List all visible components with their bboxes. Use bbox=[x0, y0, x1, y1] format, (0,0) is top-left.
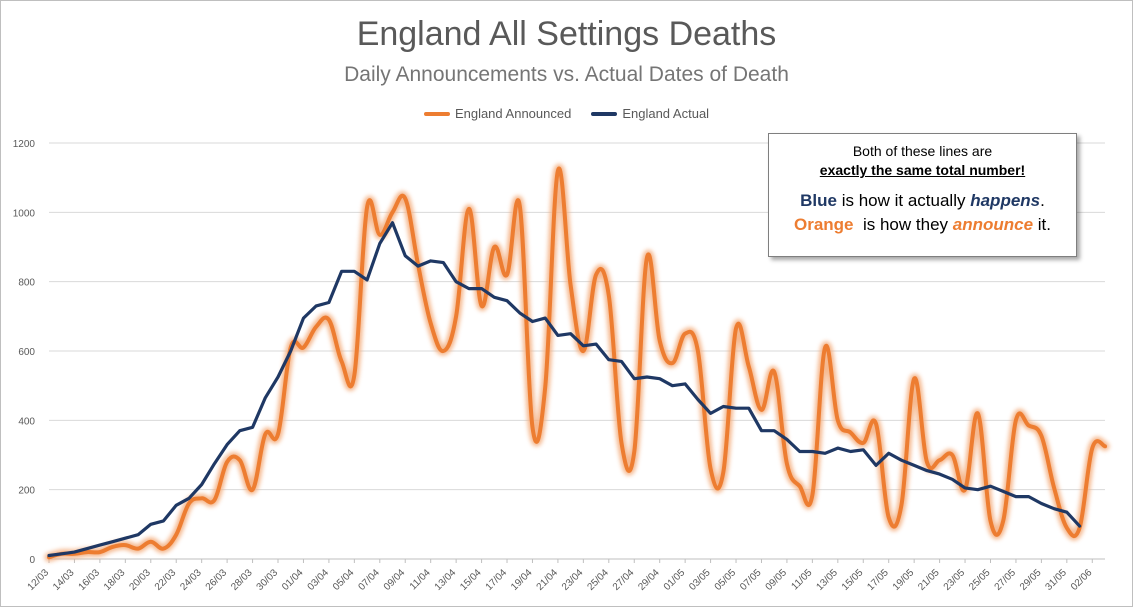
callout-line2: exactly the same total number! bbox=[819, 162, 1026, 178]
x-tick-label: 19/04 bbox=[509, 567, 535, 593]
x-tick-label: 09/05 bbox=[764, 567, 790, 593]
x-tick-label: 22/03 bbox=[153, 567, 179, 593]
x-tick-label: 26/03 bbox=[204, 567, 230, 593]
x-tick-label: 29/05 bbox=[1018, 567, 1044, 593]
callout-blue-end: . bbox=[1040, 191, 1045, 210]
x-tick-label: 16/03 bbox=[77, 567, 103, 593]
y-tick-label: 0 bbox=[29, 555, 35, 566]
x-tick-label: 18/03 bbox=[102, 567, 128, 593]
x-tick-label: 15/04 bbox=[458, 567, 484, 593]
series-announced-line bbox=[47, 166, 1107, 560]
x-tick-label: 07/05 bbox=[738, 567, 764, 593]
x-tick-label: 03/04 bbox=[306, 567, 332, 593]
x-tick-label: 17/04 bbox=[484, 567, 510, 593]
x-tick-label: 05/04 bbox=[331, 567, 357, 593]
callout-orange-line: Orange is how they announce it. bbox=[769, 213, 1076, 237]
legend-item-announced: England Announced bbox=[423, 106, 572, 121]
callout-orange-end: it. bbox=[1033, 215, 1051, 234]
x-tick-label: 20/03 bbox=[127, 567, 153, 593]
x-tick-label: 25/04 bbox=[585, 567, 611, 593]
y-tick-label: 800 bbox=[18, 278, 35, 289]
legend-swatch-actual bbox=[591, 111, 618, 116]
x-tick-label: 25/05 bbox=[967, 567, 993, 593]
x-tick-label: 01/05 bbox=[662, 567, 688, 593]
x-tick-label: 02/06 bbox=[1069, 567, 1095, 593]
callout-orange-word: Orange bbox=[794, 215, 854, 234]
x-tick-label: 19/05 bbox=[891, 567, 917, 593]
x-tick-label: 23/05 bbox=[942, 567, 968, 593]
callout-line1: Both of these lines are bbox=[852, 143, 993, 159]
legend-label-announced: England Announced bbox=[454, 106, 572, 121]
x-tick-label: 28/03 bbox=[229, 567, 255, 593]
x-tick-label: 17/05 bbox=[865, 567, 891, 593]
chart-legend: England Announced England Actual bbox=[0, 106, 1133, 121]
x-tick-label: 24/03 bbox=[178, 567, 204, 593]
x-tick-label: 31/05 bbox=[1043, 567, 1069, 593]
x-tick-label: 23/04 bbox=[560, 567, 586, 593]
chart-subtitle: Daily Announcements vs. Actual Dates of … bbox=[344, 63, 789, 86]
x-tick-label: 13/04 bbox=[433, 567, 459, 593]
x-tick-label: 15/05 bbox=[840, 567, 866, 593]
callout-blue-em: happens bbox=[970, 191, 1041, 210]
x-tick-label: 30/03 bbox=[255, 567, 281, 593]
chart-title: England All Settings Deaths bbox=[356, 15, 777, 53]
callout-blue-line: Blue is how it actually happens. bbox=[769, 189, 1076, 213]
x-tick-label: 21/04 bbox=[535, 567, 561, 593]
callout-orange-mid: is how they bbox=[853, 215, 953, 234]
x-tick-label: 09/04 bbox=[382, 567, 408, 593]
y-tick-label: 400 bbox=[18, 416, 35, 427]
callout-blue-mid: is how it actually bbox=[836, 191, 971, 210]
y-tick-label: 200 bbox=[18, 486, 35, 497]
x-tick-label: 29/04 bbox=[636, 567, 662, 593]
x-tick-label: 11/05 bbox=[790, 567, 815, 592]
x-tick-label: 01/04 bbox=[280, 567, 306, 593]
callout-blue-word: Blue bbox=[800, 191, 837, 210]
annotation-callout: Both of these lines are exactly the same… bbox=[768, 133, 1077, 257]
legend-label-actual: England Actual bbox=[622, 106, 710, 121]
x-tick-label: 21/05 bbox=[916, 567, 942, 593]
x-tick-label: 27/04 bbox=[611, 567, 637, 593]
x-tick-label: 14/03 bbox=[51, 567, 77, 593]
callout-orange-em: announce bbox=[952, 215, 1034, 234]
y-tick-label: 1200 bbox=[13, 139, 36, 150]
x-tick-label: 03/05 bbox=[687, 567, 713, 593]
y-tick-label: 1000 bbox=[13, 208, 36, 219]
x-tick-label: 07/04 bbox=[356, 567, 382, 593]
legend-swatch-announced bbox=[423, 111, 450, 116]
series-actual-line bbox=[47, 221, 1082, 558]
x-tick-label: 05/05 bbox=[713, 567, 739, 593]
x-tick-label: 13/05 bbox=[814, 567, 840, 593]
x-tick-label: 27/05 bbox=[993, 567, 1019, 593]
x-tick-label: 12/03 bbox=[26, 567, 52, 593]
y-tick-label: 600 bbox=[18, 347, 35, 358]
x-tick-label: 11/04 bbox=[408, 567, 433, 592]
legend-item-actual: England Actual bbox=[591, 106, 709, 121]
